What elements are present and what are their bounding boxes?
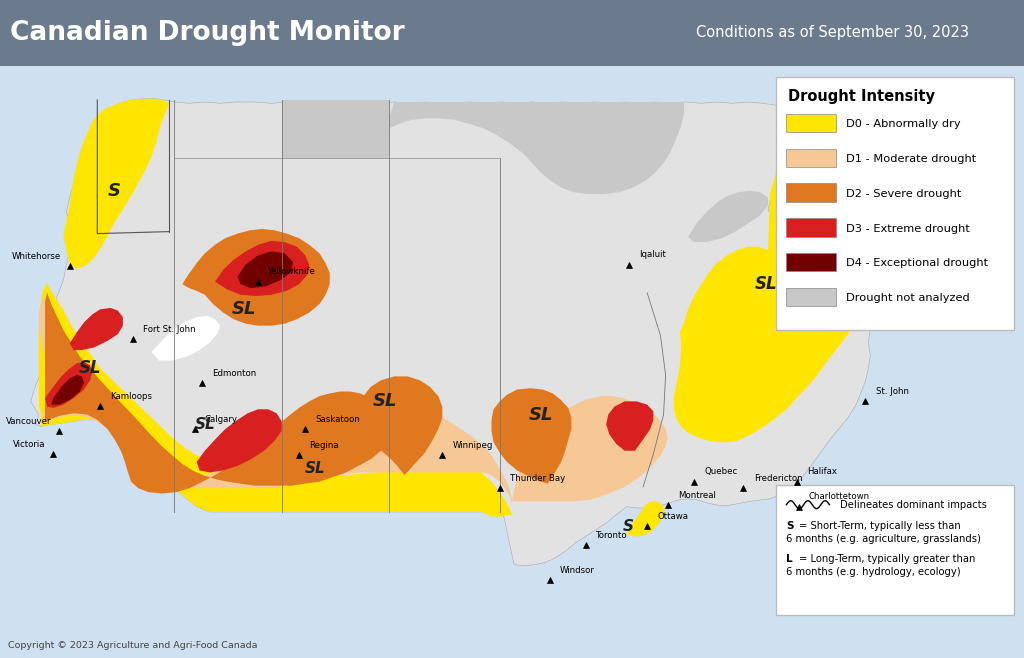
Text: Vancouver: Vancouver <box>6 417 51 426</box>
Text: Halifax: Halifax <box>807 467 837 476</box>
Polygon shape <box>152 316 220 361</box>
Polygon shape <box>215 241 309 296</box>
Bar <box>786 218 836 236</box>
Text: L: L <box>786 553 793 564</box>
Text: S: S <box>624 519 634 534</box>
Text: Saskatoon: Saskatoon <box>315 415 360 424</box>
Text: Toronto: Toronto <box>596 530 628 540</box>
Text: 6 months (e.g. agriculture, grasslands): 6 months (e.g. agriculture, grasslands) <box>786 534 981 544</box>
Text: Conditions as of September 30, 2023: Conditions as of September 30, 2023 <box>696 26 970 40</box>
Polygon shape <box>31 99 881 566</box>
Text: D2 - Severe drought: D2 - Severe drought <box>846 189 962 199</box>
Text: Regina: Regina <box>309 441 339 450</box>
Text: SL: SL <box>755 275 777 293</box>
Bar <box>786 288 836 306</box>
Text: D0 - Abnormally dry: D0 - Abnormally dry <box>846 119 961 130</box>
Polygon shape <box>512 396 668 501</box>
Text: SL: SL <box>373 392 397 411</box>
Text: Delineates dominant impacts: Delineates dominant impacts <box>840 499 986 510</box>
Polygon shape <box>688 191 768 242</box>
Text: Canadian Drought Monitor: Canadian Drought Monitor <box>10 20 404 46</box>
Polygon shape <box>45 362 92 408</box>
Text: SL: SL <box>195 417 215 432</box>
Bar <box>776 77 1014 330</box>
Text: Fredericton: Fredericton <box>754 474 802 483</box>
Polygon shape <box>384 102 684 194</box>
Text: SL: SL <box>305 461 326 476</box>
Bar <box>776 485 1014 615</box>
Polygon shape <box>282 100 389 158</box>
Text: Calgary: Calgary <box>205 415 238 424</box>
Text: Fort St. John: Fort St. John <box>143 324 196 334</box>
Text: Windsor: Windsor <box>560 566 595 575</box>
Text: = Long-Term, typically greater than: = Long-Term, typically greater than <box>799 553 975 564</box>
Bar <box>786 114 836 132</box>
Text: St. John: St. John <box>876 387 908 396</box>
Text: SL: SL <box>79 359 101 378</box>
Polygon shape <box>360 376 442 475</box>
Text: Edmonton: Edmonton <box>212 368 256 378</box>
Polygon shape <box>492 388 571 484</box>
Polygon shape <box>197 409 282 472</box>
Text: D3 - Extreme drought: D3 - Extreme drought <box>846 224 970 234</box>
Text: Ottawa: Ottawa <box>657 512 688 521</box>
Text: Montreal: Montreal <box>678 491 716 500</box>
Text: S: S <box>109 182 121 200</box>
Bar <box>0 0 1024 66</box>
Text: D1 - Moderate drought: D1 - Moderate drought <box>846 154 976 164</box>
Text: = Short-Term, typically less than: = Short-Term, typically less than <box>799 520 961 531</box>
Text: Iqaluit: Iqaluit <box>639 250 666 259</box>
Text: Victoria: Victoria <box>12 440 45 449</box>
Text: Copyright © 2023 Agriculture and Agri-Food Canada: Copyright © 2023 Agriculture and Agri-Fo… <box>8 641 258 650</box>
Polygon shape <box>238 251 293 288</box>
Polygon shape <box>627 501 664 536</box>
Text: D4 - Exceptional drought: D4 - Exceptional drought <box>846 259 988 268</box>
Polygon shape <box>51 375 84 405</box>
Text: Yellowknife: Yellowknife <box>268 267 316 276</box>
Bar <box>786 184 836 202</box>
Text: Winnipeg: Winnipeg <box>453 441 493 450</box>
Text: Charlottetown: Charlottetown <box>809 492 870 501</box>
Text: Thunder Bay: Thunder Bay <box>510 474 565 483</box>
Polygon shape <box>606 401 653 451</box>
Text: SL: SL <box>528 405 553 424</box>
Text: 6 months (e.g. hydrology, ecology): 6 months (e.g. hydrology, ecology) <box>786 567 962 577</box>
Polygon shape <box>182 229 330 326</box>
Text: S: S <box>786 520 794 531</box>
Polygon shape <box>45 293 391 494</box>
Bar <box>786 253 836 271</box>
Polygon shape <box>39 283 512 517</box>
Polygon shape <box>674 105 877 442</box>
Polygon shape <box>70 308 123 350</box>
Text: SL: SL <box>231 300 256 318</box>
Text: Drought Intensity: Drought Intensity <box>788 89 936 104</box>
Text: Whitehorse: Whitehorse <box>12 252 61 261</box>
Text: Quebec: Quebec <box>705 467 737 476</box>
Polygon shape <box>39 295 512 503</box>
Text: Drought not analyzed: Drought not analyzed <box>846 293 970 303</box>
Bar <box>786 149 836 167</box>
Text: Kamloops: Kamloops <box>111 392 153 401</box>
Polygon shape <box>63 99 169 268</box>
